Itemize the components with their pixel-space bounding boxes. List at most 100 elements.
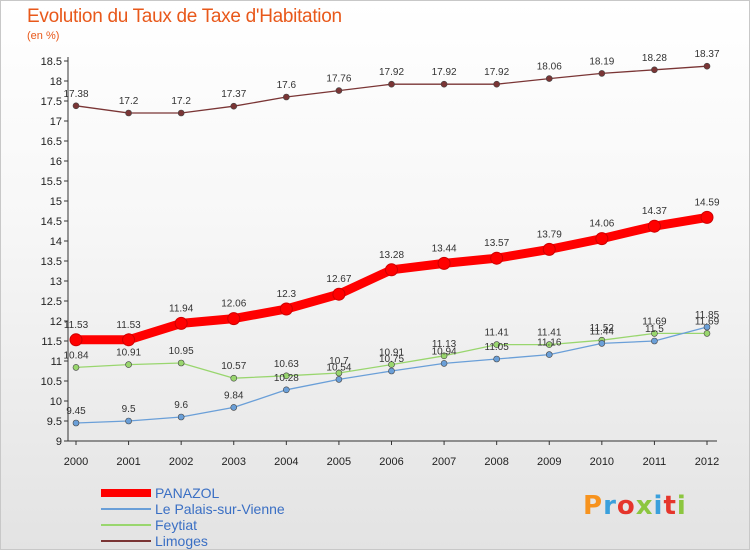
data-point [72, 364, 80, 371]
data-point [545, 341, 553, 348]
data-label: 17.6 [277, 80, 297, 91]
y-tick-label: 18 [50, 76, 62, 88]
data-point [493, 341, 500, 348]
data-point [651, 337, 658, 345]
data-label: 11.85 [695, 310, 720, 321]
data-label: 14.06 [589, 219, 614, 230]
data-label: 13.79 [537, 229, 562, 240]
data-label: 13.44 [432, 243, 457, 254]
data-point [125, 417, 132, 425]
data-label: 13.28 [379, 250, 404, 261]
x-tick-label: 2007 [432, 456, 456, 468]
data-label: 9.5 [122, 404, 136, 415]
data-label: 11.5 [645, 324, 664, 335]
y-tick-label: 9.5 [47, 416, 62, 428]
y-tick-label: 14 [50, 236, 62, 248]
data-label: 17.38 [63, 89, 88, 100]
data-label: 17.92 [379, 67, 404, 78]
data-point [283, 386, 290, 394]
data-point [332, 287, 346, 301]
data-label: 11.94 [169, 303, 194, 314]
data-point [440, 80, 448, 88]
data-point [545, 75, 553, 82]
logo-letter: x [635, 491, 654, 521]
legend-swatch-panazol [101, 489, 151, 497]
data-point [230, 102, 238, 110]
data-label: 11.69 [642, 316, 667, 327]
data-point [493, 80, 500, 88]
data-label: 17.92 [484, 67, 509, 78]
data-point [174, 316, 188, 330]
data-label: 11.69 [695, 316, 720, 327]
y-tick-label: 11.5 [41, 336, 62, 348]
proxiti-logo: Proxiti [583, 491, 687, 521]
y-tick-label: 16 [50, 156, 62, 168]
data-label: 18.19 [589, 56, 614, 67]
data-label: 12.67 [326, 274, 351, 285]
data-label: 11.05 [485, 342, 510, 353]
legend-swatch-limoges [101, 540, 151, 542]
data-point [72, 102, 80, 110]
data-point [125, 361, 132, 368]
x-tick-label: 2011 [643, 456, 667, 468]
data-point [598, 70, 606, 77]
data-label: 17.76 [326, 74, 351, 85]
x-tick-label: 2001 [116, 456, 140, 468]
data-point [177, 109, 185, 117]
x-tick-label: 2009 [537, 456, 561, 468]
legend-label-feytiat: Feytiat [155, 517, 198, 533]
data-label: 11.52 [590, 323, 615, 334]
data-label: 10.91 [379, 348, 404, 359]
x-tick-label: 2004 [274, 456, 298, 468]
data-point [177, 359, 185, 367]
data-label: 11.41 [537, 328, 562, 339]
data-label: 12.06 [221, 299, 246, 310]
data-point [122, 333, 136, 347]
data-point [230, 404, 238, 411]
data-point [388, 361, 395, 368]
y-tick-label: 14.5 [41, 216, 62, 228]
data-label: 10.57 [221, 361, 246, 372]
data-point [335, 376, 343, 383]
legend-label-limoges: Limoges [155, 533, 208, 549]
data-point [335, 369, 343, 377]
data-label: 18.06 [537, 62, 562, 73]
data-label: 18.28 [642, 53, 667, 64]
y-tick-label: 15 [50, 196, 62, 208]
series-line-le-palais-sur-vienne [75, 326, 708, 424]
logo-letter: i [676, 491, 687, 521]
data-point [437, 256, 451, 270]
x-tick-label: 2012 [695, 456, 719, 468]
y-tick-label: 12 [50, 316, 62, 328]
data-label: 18.37 [694, 49, 719, 60]
data-point [177, 413, 185, 421]
legend-label-panazol: PANAZOL [155, 485, 220, 501]
data-label: 17.2 [119, 96, 139, 107]
data-point [490, 251, 504, 265]
data-label: 11.41 [485, 328, 510, 339]
chart-title: Evolution du Taux de Taxe d'Habitation [27, 6, 342, 27]
data-label: 13.57 [484, 238, 509, 249]
data-label: 10.7 [329, 356, 349, 367]
data-point [651, 66, 658, 74]
y-tick-label: 17.5 [41, 96, 62, 108]
data-label: 11.53 [116, 320, 141, 331]
data-point [69, 333, 83, 347]
logo-letter: i [653, 491, 664, 521]
data-label: 10.95 [169, 346, 194, 357]
data-label: 9.6 [174, 400, 188, 411]
data-point [283, 372, 290, 380]
data-label: 10.28 [274, 373, 299, 384]
y-tick-label: 15.5 [41, 176, 62, 188]
data-label: 17.37 [221, 89, 246, 100]
data-point [598, 340, 606, 347]
data-label: 9.84 [224, 390, 244, 401]
y-tick-label: 10 [50, 396, 62, 408]
data-point [283, 93, 290, 101]
x-tick-label: 2008 [484, 456, 508, 468]
data-point [651, 330, 658, 337]
data-point [703, 323, 711, 331]
data-label: 14.37 [642, 206, 667, 217]
data-point [72, 419, 80, 427]
